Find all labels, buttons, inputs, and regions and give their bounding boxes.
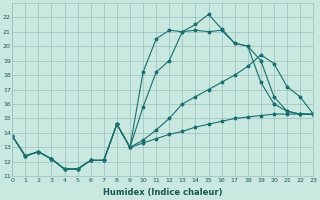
X-axis label: Humidex (Indice chaleur): Humidex (Indice chaleur): [103, 188, 222, 197]
